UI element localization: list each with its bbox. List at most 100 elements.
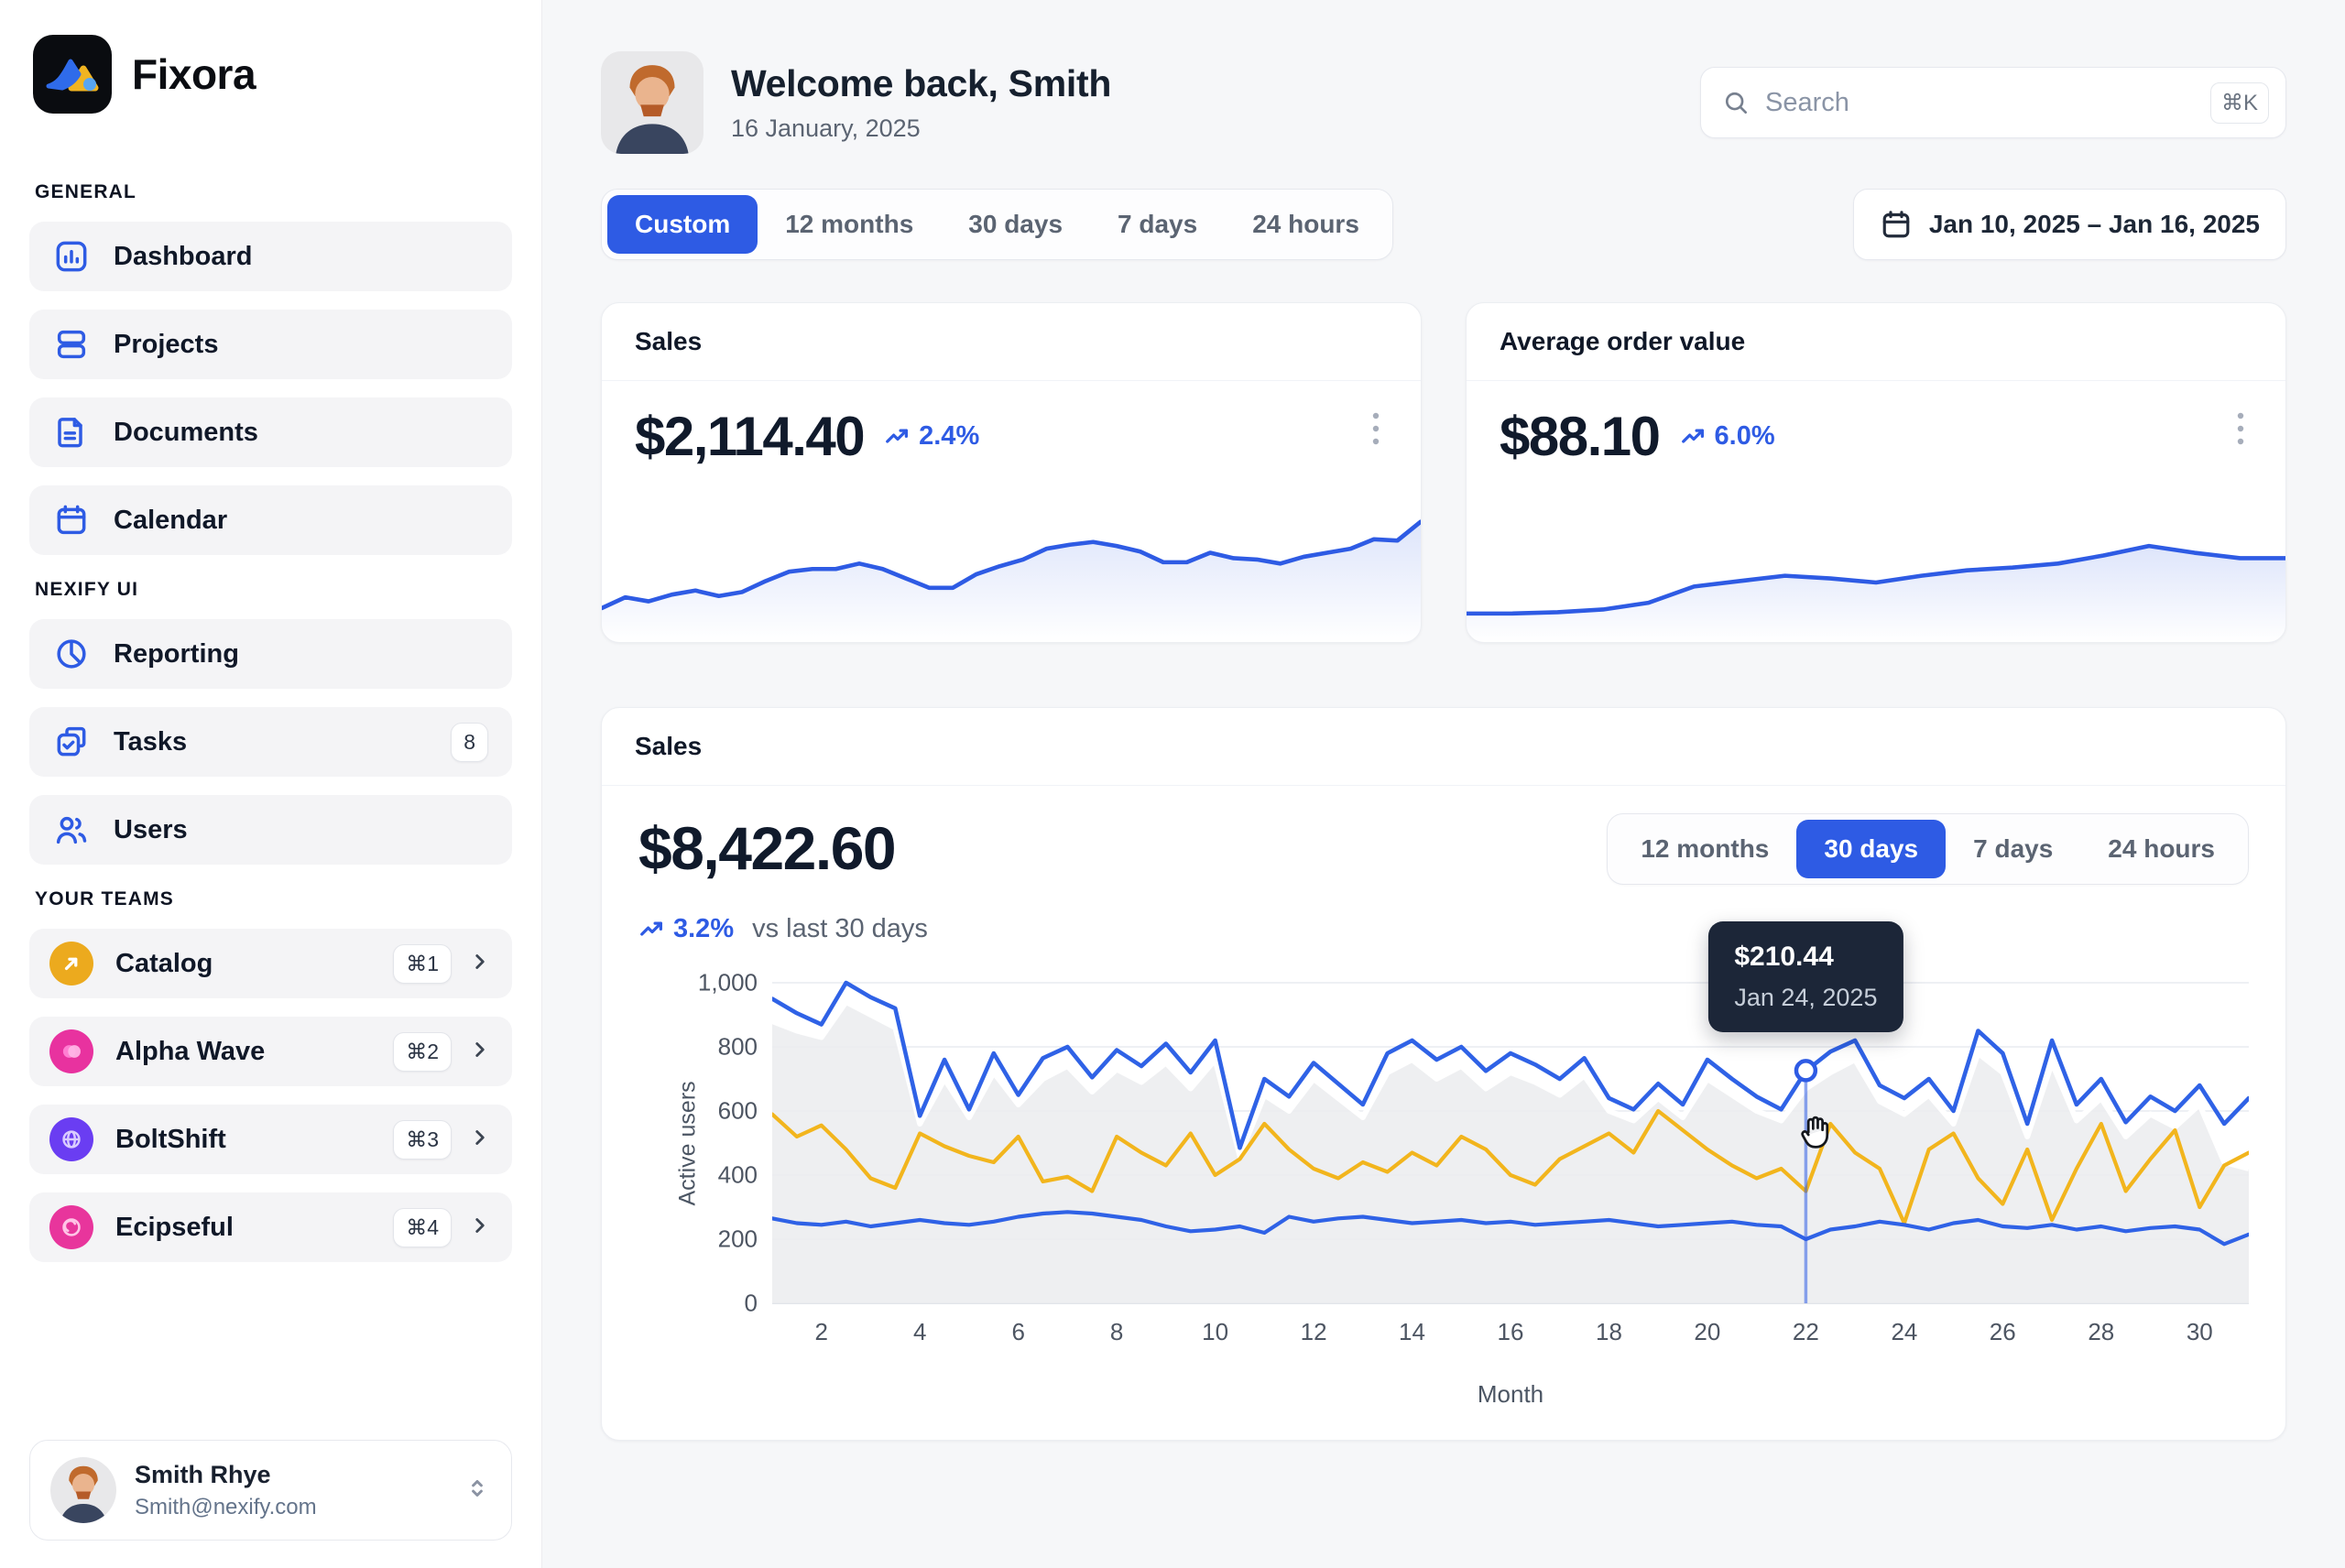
range-tab-group: Custom 12 months 30 days 7 days 24 hours xyxy=(601,189,1393,260)
x-tick-label: 20 xyxy=(1694,1318,1721,1345)
user-card[interactable]: Smith Rhye Smith@nexify.com xyxy=(29,1440,512,1541)
x-axis-title: Month xyxy=(1477,1380,1544,1408)
page-title: Welcome back, Smith xyxy=(731,62,1112,104)
kpi-change: 2.4% xyxy=(919,421,980,451)
x-tick-label: 10 xyxy=(1202,1318,1229,1345)
sidebar-item-label: Projects xyxy=(114,329,219,359)
range-tab-7-days[interactable]: 7 days xyxy=(1118,210,1198,238)
panel-tab-30-days[interactable]: 30 days xyxy=(1796,820,1947,878)
search-input[interactable] xyxy=(1765,87,2196,118)
sidebar-item-documents[interactable]: Documents xyxy=(29,397,512,467)
panel-tab-12-months[interactable]: 12 months xyxy=(1641,834,1770,863)
team-item-ecipseful[interactable]: Ecipseful ⌘4 xyxy=(29,1192,512,1262)
tooltip-date: Jan 24, 2025 xyxy=(1734,983,1878,1011)
x-tick-label: 6 xyxy=(1011,1318,1025,1345)
search-shortcut: ⌘K xyxy=(2209,82,2269,124)
team-avatar xyxy=(49,1117,93,1161)
x-tick-label: 30 xyxy=(2186,1318,2213,1345)
sidebar-item-label: Dashboard xyxy=(114,241,253,271)
documents-icon xyxy=(53,414,90,451)
x-tick-label: 8 xyxy=(1109,1318,1124,1345)
y-tick-label: 1,000 xyxy=(697,968,758,996)
range-tab-12-months[interactable]: 12 months xyxy=(785,210,914,238)
trend-up-icon xyxy=(640,921,662,936)
sidebar-item-dashboard[interactable]: Dashboard xyxy=(29,222,512,291)
team-avatar xyxy=(49,1029,93,1073)
panel-tab-24-hours[interactable]: 24 hours xyxy=(2108,834,2215,863)
tasks-icon xyxy=(53,724,90,760)
section-label: NEXIFY UI xyxy=(35,579,139,600)
y-tick-label: 600 xyxy=(717,1096,758,1125)
user-email: Smith@nexify.com xyxy=(135,1494,317,1519)
tooltip-value: $210.44 xyxy=(1734,941,1834,972)
range-tab-24-hours[interactable]: 24 hours xyxy=(1252,210,1359,238)
sidebar-item-tasks[interactable]: Tasks 8 xyxy=(29,707,512,777)
team-item-boltshift[interactable]: BoltShift ⌘3 xyxy=(29,1105,512,1174)
sales-chart-plot[interactable]: $210.44 Jan 24, 2025 xyxy=(772,920,2249,1305)
section-label: GENERAL xyxy=(35,181,137,202)
chevron-right-icon xyxy=(468,1126,492,1154)
panel-title: Sales xyxy=(602,708,2285,786)
kpi-value: $2,114.40 xyxy=(635,406,866,467)
trend-up-icon xyxy=(886,429,909,443)
chart-tooltip: $210.44 Jan 24, 2025 xyxy=(1708,920,1903,1032)
chevron-right-icon xyxy=(468,1214,492,1242)
sidebar-item-label: Reporting xyxy=(114,638,239,669)
x-tick-label: 16 xyxy=(1497,1318,1524,1345)
date-range-picker[interactable]: Jan 10, 2025 – Jan 16, 2025 xyxy=(1852,189,2286,260)
kpi-card-sales: Sales $2,114.40 2.4% xyxy=(601,302,1422,643)
app-logo-icon xyxy=(33,35,112,114)
chevron-updown-icon xyxy=(464,1475,491,1507)
kpi-menu-button[interactable] xyxy=(1364,405,1388,457)
team-item-alpha-wave[interactable]: Alpha Wave ⌘2 xyxy=(29,1017,512,1086)
y-axis: Active users 0 200 400 600 800 1,000 xyxy=(638,969,772,1409)
aov-sparkline xyxy=(1467,485,2285,642)
x-tick-label: 18 xyxy=(1596,1318,1622,1345)
projects-icon xyxy=(53,326,90,363)
x-tick-label: 22 xyxy=(1792,1318,1819,1345)
kpi-card-aov: Average order value $88.10 6.0% xyxy=(1466,302,2286,643)
panel-tab-7-days[interactable]: 7 days xyxy=(1973,834,2054,863)
page-date: 16 January, 2025 xyxy=(731,114,921,142)
users-icon xyxy=(53,811,90,848)
app-title: Fixora xyxy=(132,50,256,98)
section-label: YOUR TEAMS xyxy=(35,888,175,909)
x-tick-label: 12 xyxy=(1300,1318,1327,1345)
sidebar-item-reporting[interactable]: Reporting xyxy=(29,619,512,689)
hand-cursor xyxy=(1801,1116,1829,1149)
panel-trend: 3.2% xyxy=(638,914,734,944)
sales-sparkline xyxy=(602,485,1421,642)
range-tab-custom[interactable]: Custom xyxy=(607,195,758,254)
header-avatar xyxy=(601,51,704,154)
trend-up-icon xyxy=(1681,429,1704,443)
team-shortcut: ⌘4 xyxy=(393,1207,452,1247)
reporting-icon xyxy=(53,636,90,672)
kpi-title: Sales xyxy=(602,303,1421,381)
range-tab-30-days[interactable]: 30 days xyxy=(968,210,1063,238)
kebab-icon xyxy=(1372,412,1380,445)
x-tick-label: 2 xyxy=(814,1318,828,1345)
sidebar-item-users[interactable]: Users xyxy=(29,795,512,865)
team-shortcut: ⌘2 xyxy=(393,1031,452,1072)
kpi-menu-button[interactable] xyxy=(2229,405,2252,457)
y-tick-label: 800 xyxy=(717,1032,758,1061)
kpi-trend: 2.4% xyxy=(884,421,979,452)
brand: Fixora xyxy=(33,35,512,114)
team-name: Ecipseful xyxy=(115,1212,234,1242)
x-tick-label: 26 xyxy=(1989,1318,2016,1345)
team-item-catalog[interactable]: Catalog ⌘1 xyxy=(29,929,512,998)
search-box: ⌘K xyxy=(1700,67,2286,138)
sidebar: Fixora GENERAL Dashboard Projects Documents… xyxy=(0,0,542,1568)
calendar-icon xyxy=(1882,211,1910,238)
team-name: BoltShift xyxy=(115,1124,226,1154)
x-axis: 2 4 6 8 10 12 14 16 18 20 22 24 26 28 30 xyxy=(772,1318,2249,1356)
sidebar-item-calendar[interactable]: Calendar xyxy=(29,485,512,555)
x-tick-label: 4 xyxy=(912,1318,927,1345)
panel-value: $8,422.60 xyxy=(638,814,897,882)
user-avatar xyxy=(50,1457,116,1523)
main-content: Welcome back, Smith 16 January, 2025 ⌘K … xyxy=(542,0,2345,1568)
team-avatar xyxy=(49,942,93,985)
sidebar-item-projects[interactable]: Projects xyxy=(29,310,512,379)
kebab-icon xyxy=(2237,412,2244,445)
panel-tab-group: 12 months 30 days 7 days 24 hours xyxy=(1607,813,2249,885)
